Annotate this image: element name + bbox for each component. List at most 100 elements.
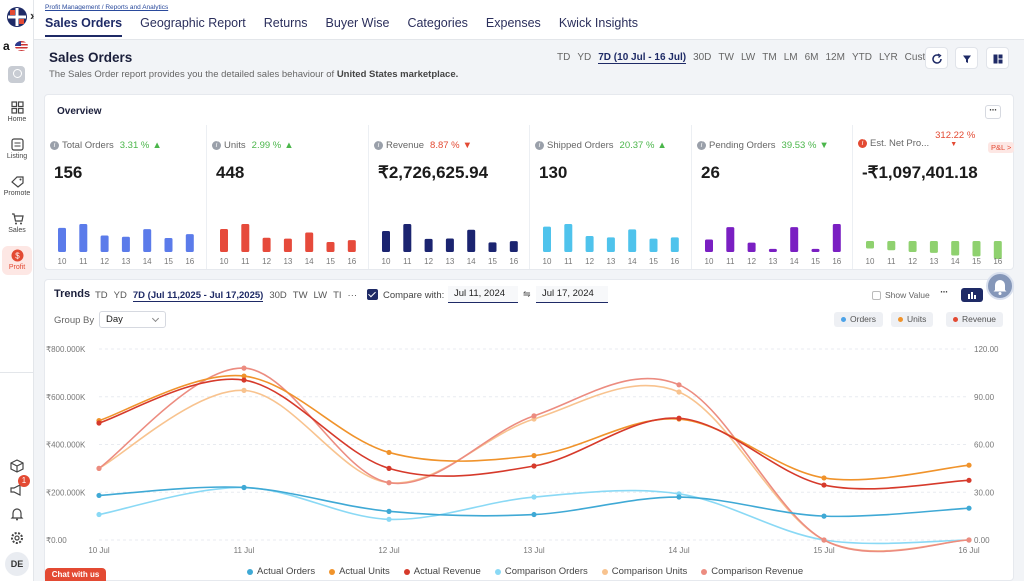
legend-item[interactable]: Actual Revenue [403, 566, 481, 577]
info-icon[interactable]: i [374, 141, 383, 150]
legend-item[interactable]: Comparison Revenue [701, 566, 803, 577]
series-point[interactable] [386, 449, 392, 456]
range-7d[interactable]: 7D (10 Jul - 16 Jul) [598, 52, 687, 64]
toggle-orders[interactable]: Orders [834, 312, 883, 327]
series-point[interactable] [821, 513, 827, 519]
series-point[interactable] [966, 537, 972, 543]
info-icon[interactable]: i [697, 141, 706, 150]
series-point[interactable] [241, 387, 247, 393]
range-tm[interactable]: TM [762, 52, 777, 63]
range-tw[interactable]: TW [718, 52, 734, 63]
range-30d[interactable]: 30D [693, 52, 712, 63]
series-point[interactable] [96, 492, 102, 499]
chart-type-button[interactable] [961, 288, 983, 302]
series-point[interactable] [966, 477, 972, 483]
series-point[interactable] [531, 453, 537, 459]
info-icon[interactable]: i [212, 141, 221, 150]
show-value-toggle[interactable]: Show Value [872, 290, 930, 300]
metric-est-net-profit[interactable]: i Est. Net Pro... 312.22 % ▼ -₹1,097,401.18… [853, 125, 1015, 269]
app-logo-icon[interactable] [6, 6, 28, 28]
series-point[interactable] [821, 537, 827, 543]
series-point[interactable] [96, 465, 102, 471]
series-point[interactable] [531, 511, 537, 518]
breadcrumb[interactable]: Profit Management / Reports and Analytic… [45, 4, 169, 11]
series-point[interactable] [676, 389, 682, 395]
nav-profit[interactable]: $ Profit [2, 246, 32, 275]
series-point[interactable] [531, 413, 537, 419]
metric-shipped-orders[interactable]: i Shipped Orders 20.37 % ▲ 130 10 11 12 13 14 15… [530, 125, 692, 269]
series-point[interactable] [966, 505, 972, 511]
series-point[interactable] [821, 482, 827, 488]
chat-with-us-button[interactable]: Chat with us [45, 568, 106, 581]
series-point[interactable] [676, 382, 682, 388]
bell-icon[interactable] [9, 506, 25, 522]
compare-checkbox[interactable] [367, 289, 378, 300]
compare-date-to[interactable]: Jul 17, 2024 [536, 286, 608, 303]
tab-geographic-report[interactable]: Geographic Report [140, 16, 246, 30]
range-lm[interactable]: LM [783, 52, 798, 63]
series-point[interactable] [241, 377, 247, 383]
nav-promote[interactable]: Promote [0, 175, 34, 197]
tab-categories[interactable]: Categories [407, 16, 468, 30]
trends-tab-yd[interactable]: YD [113, 290, 127, 301]
trends-tab-tw[interactable]: TW [292, 290, 308, 301]
nav-listing[interactable]: Listing [0, 138, 34, 160]
trends-tab-30d[interactable]: 30D [269, 290, 287, 301]
range-12m[interactable]: 12M [825, 52, 845, 63]
range-ytd[interactable]: YTD [851, 52, 872, 63]
series-point[interactable] [241, 484, 247, 491]
tab-sales-orders[interactable]: Sales Orders [45, 16, 123, 37]
pl-link[interactable]: P&L > [988, 142, 1015, 153]
us-flag-icon[interactable] [15, 41, 28, 51]
range-lyr[interactable]: LYR [878, 52, 898, 63]
tab-buyer-wise[interactable]: Buyer Wise [325, 16, 390, 30]
info-icon[interactable]: i [858, 139, 867, 148]
user-avatar[interactable]: DE [5, 552, 29, 576]
series-point[interactable] [241, 365, 247, 371]
series-point[interactable] [821, 475, 827, 481]
range-6m[interactable]: 6M [804, 52, 819, 63]
metric-total-orders[interactable]: i Total Orders 3.31 % ▲ 156 10 11 12 13 14 15 16 [45, 125, 207, 269]
legend-item[interactable]: Comparison Orders [494, 566, 588, 577]
group-by-select[interactable]: Day [99, 311, 166, 328]
trends-tab-tm[interactable]: TI [333, 290, 342, 301]
compare-date-from[interactable]: Jul 11, 2024 [448, 286, 518, 303]
floating-notification-button[interactable] [986, 272, 1014, 300]
series-point[interactable] [96, 420, 102, 426]
info-icon[interactable]: i [50, 141, 59, 150]
series-point[interactable] [386, 516, 392, 522]
columns-button[interactable] [986, 47, 1009, 69]
toggle-revenue[interactable]: Revenue [946, 312, 1004, 327]
range-td[interactable]: TD [557, 52, 571, 63]
metric-units[interactable]: i Units 2.99 % ▲ 448 10 11 12 13 14 15 16 [207, 125, 369, 269]
legend-item[interactable]: Actual Orders [247, 566, 315, 577]
toggle-units[interactable]: Units [891, 312, 934, 327]
tab-kwick-insights[interactable]: Kwick Insights [558, 16, 639, 30]
trends-tab-td[interactable]: TD [95, 290, 108, 301]
series-point[interactable] [531, 494, 537, 500]
series-point[interactable] [531, 463, 537, 469]
nav-home[interactable]: Home [0, 101, 34, 123]
tab-expenses[interactable]: Expenses [485, 16, 541, 30]
series-point[interactable] [241, 373, 247, 379]
overview-more-button[interactable]: ··· [985, 105, 1001, 119]
range-yd[interactable]: YD [577, 52, 592, 63]
series-point[interactable] [676, 415, 682, 421]
expand-sidebar-icon[interactable]: » [30, 8, 37, 23]
trends-tab-lw[interactable]: LW [313, 290, 328, 301]
series-point[interactable] [386, 480, 392, 486]
range-custom[interactable]: Custom [904, 52, 940, 63]
legend-item[interactable]: Comparison Units [601, 566, 687, 577]
box-icon[interactable] [9, 458, 25, 474]
trends-more-icon[interactable]: ··· [347, 290, 358, 301]
amazon-logo[interactable]: a [3, 39, 10, 53]
metric-revenue[interactable]: i Revenue 8.87 % ▼ ₹2,726,625.94 10 11 12 13 14… [369, 125, 530, 269]
range-lw[interactable]: LW [740, 52, 756, 63]
series-point[interactable] [96, 511, 102, 518]
filter-button[interactable] [955, 47, 978, 69]
legend-item[interactable]: Actual Units [329, 566, 390, 577]
metric-pending-orders[interactable]: i Pending Orders 39.53 % ▼ 26 10 11 12 13 14 15 1… [692, 125, 853, 269]
info-icon[interactable]: i [535, 141, 544, 150]
series-point[interactable] [676, 494, 682, 500]
user-icon[interactable] [8, 66, 25, 83]
